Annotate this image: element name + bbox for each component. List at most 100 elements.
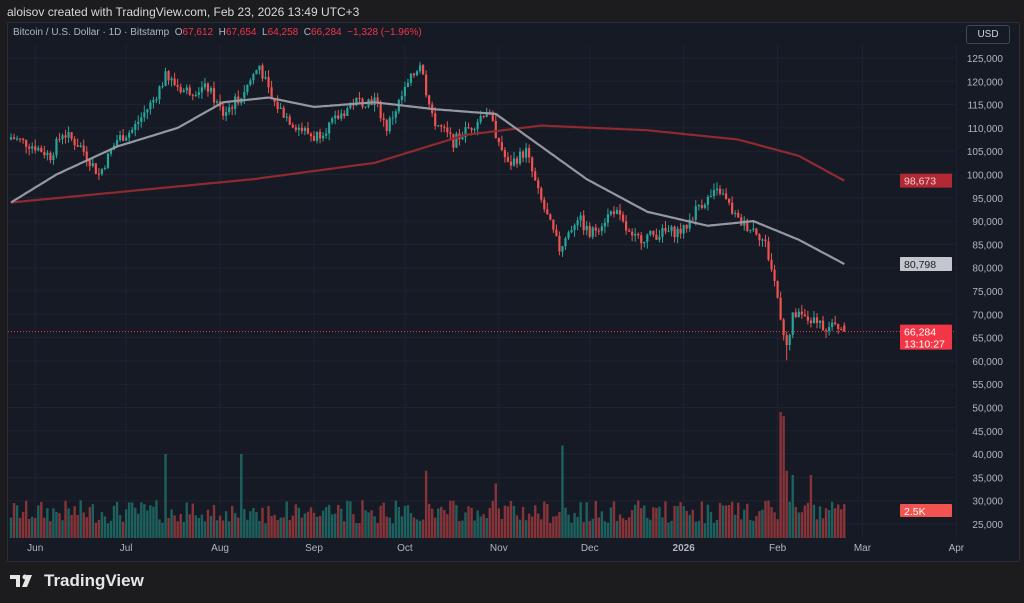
tradingview-logo[interactable]: TradingView bbox=[10, 571, 144, 591]
candle bbox=[731, 202, 734, 214]
volume-bar bbox=[761, 509, 764, 538]
volume-bar bbox=[185, 502, 188, 538]
candle bbox=[188, 87, 191, 95]
candle bbox=[437, 125, 440, 127]
volume-bar bbox=[833, 508, 837, 538]
volume-bar bbox=[91, 504, 95, 538]
open-value: 67,612 bbox=[182, 27, 214, 38]
candle bbox=[464, 127, 467, 138]
y-tick-label: 45,000 bbox=[972, 427, 1003, 438]
candle bbox=[85, 151, 88, 161]
volume-bar bbox=[12, 502, 16, 538]
candle bbox=[403, 87, 406, 97]
candle bbox=[612, 211, 616, 214]
candle bbox=[28, 146, 31, 149]
volume-bar bbox=[343, 521, 346, 538]
volume-bar bbox=[212, 505, 216, 538]
x-tick-label: Aug bbox=[211, 543, 229, 554]
candle bbox=[512, 158, 516, 166]
candle bbox=[46, 152, 49, 156]
candle bbox=[43, 151, 46, 156]
candle bbox=[343, 113, 346, 117]
volume-bar bbox=[737, 502, 740, 538]
volume-bar bbox=[224, 511, 228, 538]
candle bbox=[843, 325, 846, 332]
candle bbox=[337, 115, 340, 119]
volume-bar bbox=[194, 515, 198, 538]
candle bbox=[285, 116, 288, 118]
volume-bar bbox=[421, 519, 425, 538]
candle bbox=[806, 316, 809, 321]
volume-bar bbox=[176, 521, 179, 538]
volume-bar bbox=[382, 502, 385, 538]
ma50-price-tag: 80,798 bbox=[900, 256, 952, 271]
y-tick-label: 105,000 bbox=[967, 147, 1004, 158]
volume-bar bbox=[743, 509, 746, 538]
volume-bar bbox=[221, 520, 225, 538]
volume-bar bbox=[43, 517, 46, 538]
volume-bar bbox=[515, 515, 519, 538]
candle bbox=[394, 111, 397, 118]
volume-bar bbox=[103, 516, 107, 538]
volume-bar bbox=[152, 506, 155, 538]
candle bbox=[552, 219, 555, 230]
volume-bar bbox=[770, 507, 773, 538]
volume-bar bbox=[121, 521, 125, 538]
candle bbox=[143, 112, 146, 118]
candle bbox=[340, 113, 343, 119]
candle bbox=[818, 320, 822, 324]
volume-bar bbox=[440, 506, 443, 538]
chart-panel[interactable] bbox=[7, 22, 1020, 562]
ma200-line bbox=[10, 124, 845, 204]
candle bbox=[55, 138, 58, 156]
candle bbox=[421, 65, 425, 75]
volume-bar bbox=[537, 513, 540, 538]
candle bbox=[761, 239, 764, 241]
candle bbox=[364, 106, 367, 108]
candle bbox=[49, 152, 52, 161]
candle bbox=[125, 137, 128, 141]
candle bbox=[779, 297, 782, 320]
high-value: 67,654 bbox=[225, 27, 257, 38]
volume-bar bbox=[758, 511, 761, 538]
volume-bar bbox=[73, 506, 76, 538]
volume-bar bbox=[346, 500, 349, 538]
volume-bar bbox=[146, 510, 149, 538]
candle bbox=[703, 204, 706, 208]
volume-bar bbox=[394, 500, 398, 538]
candle bbox=[476, 121, 479, 130]
candle bbox=[300, 127, 303, 131]
candle bbox=[88, 160, 91, 167]
low-label: L bbox=[262, 27, 268, 38]
volume-bar bbox=[688, 514, 691, 538]
candle bbox=[509, 161, 513, 166]
volume-bar bbox=[85, 517, 88, 538]
candle bbox=[412, 73, 416, 76]
volume-bar bbox=[776, 519, 779, 538]
volume-bar bbox=[179, 514, 182, 538]
volume-bar bbox=[455, 505, 458, 538]
volume-bar bbox=[518, 519, 522, 538]
candle bbox=[473, 129, 476, 131]
volume-bar bbox=[540, 519, 543, 538]
candle bbox=[264, 77, 267, 79]
candle bbox=[115, 140, 119, 146]
volume-bar bbox=[191, 503, 194, 538]
volume-bar bbox=[740, 519, 743, 538]
low-value: 64,258 bbox=[267, 27, 299, 38]
x-tick-label: Oct bbox=[397, 543, 413, 554]
candle bbox=[624, 221, 628, 231]
volume-bar bbox=[188, 514, 191, 538]
volume-bar bbox=[115, 501, 119, 538]
volume-bar bbox=[264, 523, 267, 538]
volume-bar bbox=[315, 516, 319, 538]
candle bbox=[461, 137, 464, 140]
currency-button[interactable]: USD bbox=[966, 25, 1010, 44]
volume-bar bbox=[24, 500, 28, 538]
candle bbox=[606, 214, 610, 223]
volume-bar bbox=[206, 509, 210, 538]
volume-bar bbox=[700, 501, 704, 538]
volume-bar bbox=[334, 513, 337, 538]
candle bbox=[452, 134, 455, 148]
